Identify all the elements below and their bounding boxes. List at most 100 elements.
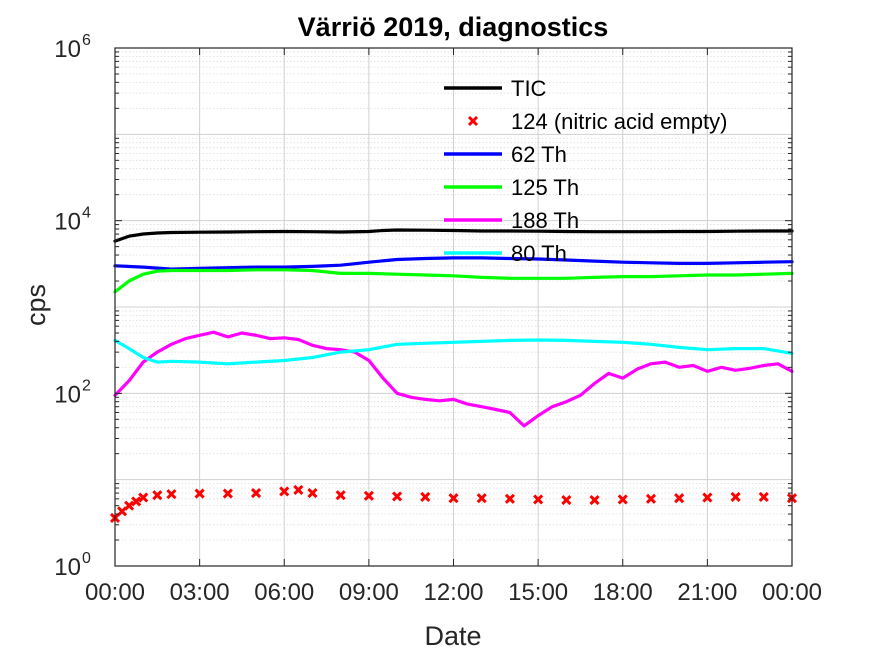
series-124-nitric-acid-empty [109, 484, 798, 524]
y-tick-label: 10 [54, 554, 81, 581]
data-point [674, 493, 685, 504]
data-point [420, 491, 431, 503]
y-tick-exponent: 6 [82, 32, 91, 49]
marker-stroke [702, 492, 713, 503]
legend-item: 124 (nitric acid empty) [467, 109, 727, 134]
data-point [250, 487, 262, 499]
marker-stroke [138, 492, 149, 503]
marker-stroke [124, 500, 135, 511]
series-125-th [113, 268, 794, 294]
data-point [194, 488, 205, 499]
marker-stroke [335, 490, 346, 501]
data-point [335, 490, 346, 501]
x-axis-title: Date [424, 621, 481, 651]
marker-stroke [561, 495, 572, 506]
legend-label: 62 Th [511, 142, 567, 167]
marker-stroke [730, 491, 741, 503]
legend: TIC 124 (nitric acid empty) 62 Th 125 Th 188… [444, 76, 727, 266]
data-point [758, 491, 769, 503]
data-point [392, 491, 403, 502]
legend-item: 62 Th [444, 142, 567, 167]
x-tick-label: 09:00 [339, 579, 399, 606]
legend-item: 188 Th [444, 208, 579, 233]
marker-stroke [448, 493, 459, 504]
y-tick-exponent: 0 [82, 550, 91, 567]
data-point [222, 488, 233, 499]
y-tick-label: 10 [54, 209, 81, 236]
marker-stroke [307, 487, 318, 499]
series-line [113, 338, 794, 366]
data-point [166, 489, 177, 500]
x-tick-label: 00:00 [762, 579, 822, 606]
data-point [645, 493, 657, 504]
series-62-th [113, 256, 794, 271]
data-point [124, 500, 135, 511]
marker-stroke [476, 493, 487, 504]
y-tick-label: 10 [54, 381, 81, 408]
y-tick-exponent: 2 [82, 377, 91, 394]
marker-stroke [293, 484, 304, 496]
data-point [730, 491, 741, 503]
marker-stroke [194, 488, 205, 499]
data-point [476, 493, 487, 504]
marker-stroke [152, 490, 163, 501]
legend-item: 125 Th [444, 175, 579, 200]
y-tick-label: 10 [54, 36, 81, 63]
plot-area: 00:00 03:00 06:00 09:00 12:00 15:00 18:00 21:00… [54, 32, 822, 606]
data-point [533, 494, 544, 505]
data-point [307, 487, 318, 499]
series-line [113, 228, 794, 243]
legend-label: 80 Th [511, 241, 567, 266]
data-point [589, 495, 600, 506]
x-tick-label: 03:00 [170, 579, 230, 606]
legend-label: 125 Th [511, 175, 579, 200]
x-tick-label: 12:00 [423, 579, 483, 606]
marker-stroke [250, 487, 262, 499]
data-point [152, 490, 163, 501]
marker-stroke [533, 494, 544, 505]
data-point [561, 495, 572, 506]
marker-stroke [131, 496, 142, 507]
chart-title: Värriö 2019, diagnostics [298, 12, 609, 42]
legend-swatch [467, 115, 479, 127]
series-80-th [113, 338, 794, 366]
marker-stroke [758, 491, 769, 503]
y-tick-exponent: 4 [82, 205, 91, 222]
data-point [702, 492, 713, 503]
data-point [279, 486, 290, 497]
x-tick-label: 18:00 [593, 579, 653, 606]
marker-stroke [504, 493, 515, 504]
series-line [113, 330, 794, 428]
marker-stroke [166, 489, 177, 500]
marker-stroke [674, 493, 685, 504]
x-tick-label: 06:00 [254, 579, 314, 606]
marker-stroke [392, 491, 403, 502]
data-point [617, 494, 628, 505]
data-point [131, 496, 142, 507]
data-point [363, 490, 374, 501]
legend-label: 188 Th [511, 208, 579, 233]
series-188-th [113, 330, 794, 428]
x-tick-label: 21:00 [677, 579, 737, 606]
x-tick-label: 15:00 [508, 579, 568, 606]
series-line [113, 256, 794, 271]
legend-item: TIC [444, 76, 547, 101]
marker-stroke [363, 490, 374, 501]
marker-stroke [222, 488, 233, 499]
legend-label: TIC [511, 76, 547, 101]
data-point [138, 492, 149, 503]
marker-stroke [420, 491, 431, 503]
marker-stroke [645, 493, 657, 504]
marker-stroke [589, 495, 600, 506]
data-point [504, 493, 515, 504]
legend-label: 124 (nitric acid empty) [511, 109, 727, 134]
y-axis-title: cps [21, 284, 51, 326]
series-tic [113, 228, 794, 243]
series-line [113, 268, 794, 294]
data-point [293, 484, 304, 496]
data-point [448, 493, 459, 504]
legend-item: 80 Th [444, 241, 567, 266]
marker-stroke [279, 486, 290, 497]
marker-stroke [617, 494, 628, 505]
